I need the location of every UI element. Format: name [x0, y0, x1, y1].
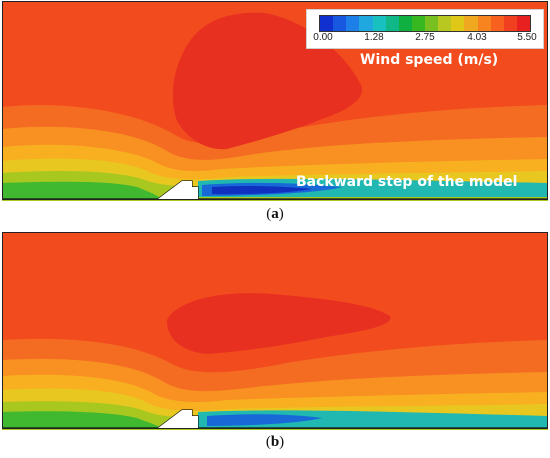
tick-label: 0.00	[313, 32, 333, 43]
colorbar-segment	[438, 16, 452, 31]
tick-label: 1.28	[364, 32, 384, 43]
legend-title: Wind speed (m/s)	[360, 52, 499, 68]
colorbar	[319, 15, 531, 32]
contour-band	[2, 411, 162, 428]
colorbar-segment	[425, 16, 439, 31]
caption-b: (b)	[265, 434, 285, 450]
step-block	[158, 181, 198, 199]
colorbar-segment	[464, 16, 478, 31]
colorbar-segment	[333, 16, 347, 31]
colorbar-segment	[398, 16, 412, 31]
colorbar-segment	[490, 16, 504, 31]
colorbar-segment	[372, 16, 386, 31]
contour-band	[198, 410, 548, 428]
colorbar-segment	[503, 16, 517, 31]
colorbar-segment	[320, 16, 334, 31]
contour-band	[166, 293, 391, 354]
step-annotation: Backward step of the model	[296, 174, 518, 190]
caption-a: (a)	[266, 206, 284, 222]
plot-frame	[2, 1, 548, 200]
contour-band	[207, 414, 322, 426]
colorbar-segment	[477, 16, 491, 31]
contour-plot-b	[2, 232, 548, 430]
contour-plot-a: 0.00 1.28 2.75 4.03 5.50	[2, 1, 548, 201]
colorbar-segment	[451, 16, 465, 31]
caption-b-letter: b	[270, 434, 280, 450]
colorbar-segment	[359, 16, 373, 31]
tick-label: 2.75	[415, 32, 435, 43]
colorbar-segment	[516, 16, 530, 31]
contour-band	[212, 185, 312, 195]
colorbar-segment	[346, 16, 360, 31]
colorbar-segment	[411, 16, 425, 31]
caption-a-letter: a	[271, 206, 279, 222]
step-block	[158, 410, 198, 428]
tick-label: 4.03	[467, 32, 487, 43]
plot-frame	[2, 232, 548, 429]
contour-band	[2, 181, 162, 199]
tick-label: 5.50	[517, 32, 537, 43]
colorbar-segment	[385, 16, 399, 31]
colorbar-legend: 0.00 1.28 2.75 4.03 5.50	[306, 9, 544, 49]
wind-field-b	[2, 232, 548, 430]
